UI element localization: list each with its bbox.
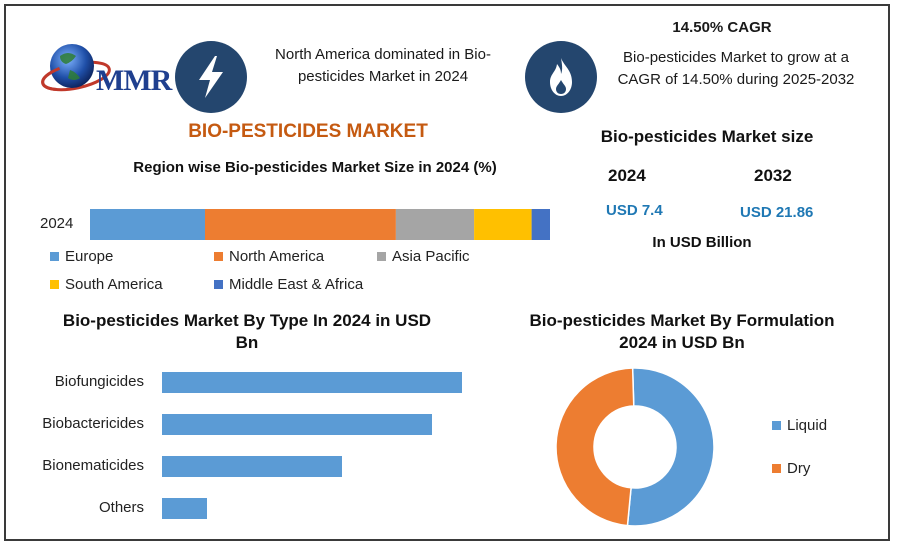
lightning-icon xyxy=(199,56,223,98)
type-chart-title: Bio-pesticides Market By Type In 2024 in… xyxy=(62,311,432,352)
infographic-frame xyxy=(4,4,890,541)
legend-swatch xyxy=(772,421,781,430)
market-size-title: Bio-pesticides Market size xyxy=(600,127,814,146)
stack-segment-asia-pacific xyxy=(395,209,475,240)
region-stacked-bar xyxy=(90,209,550,240)
flame-icon-badge xyxy=(525,41,597,113)
legend-swatch xyxy=(214,280,223,289)
type-bar-label: Others xyxy=(98,499,144,516)
market-size-year-2032: 2032 xyxy=(754,166,792,185)
mmr-logo: MMR xyxy=(36,38,172,100)
formulation-chart-title: Bio-pesticides Market By Formulation 202… xyxy=(529,311,835,352)
formulation-donut-chart xyxy=(555,367,715,527)
globe-icon xyxy=(41,44,111,92)
stack-segment-middle-east-africa xyxy=(531,209,550,240)
flame-icon xyxy=(550,58,572,96)
cagr-title: 14.50% CAGR xyxy=(672,19,772,36)
header-left-info: North America dominated in Bio-pesticide… xyxy=(275,46,491,85)
type-bar-biobactericides xyxy=(162,414,432,435)
header-right-info: Bio-pesticides Market to grow at a CAGR … xyxy=(617,49,855,88)
stack-segment-south-america xyxy=(474,209,532,240)
region-chart-title: Region wise Bio-pesticides Market Size i… xyxy=(133,159,497,176)
legend-swatch xyxy=(772,464,781,473)
legend-dry: Dry xyxy=(772,460,810,477)
region-category-label: 2024 xyxy=(40,215,74,232)
type-bar-bionematicides xyxy=(162,456,342,477)
legend-mea: Middle East & Africa xyxy=(214,276,363,293)
legend-north-america: North America xyxy=(214,248,324,265)
legend-swatch xyxy=(214,252,223,261)
type-bar-label: Biofungicides xyxy=(54,373,144,390)
market-size-value-2024: USD 7.4 xyxy=(606,202,663,219)
type-bar-label: Bionematicides xyxy=(42,457,144,474)
legend-swatch xyxy=(50,280,59,289)
stack-segment-north-america xyxy=(205,209,396,240)
logo-text: MMR xyxy=(96,64,172,97)
market-title: BIO-PESTICIDES MARKET xyxy=(188,121,428,142)
type-bar-others xyxy=(162,498,207,519)
legend-swatch xyxy=(50,252,59,261)
type-bar-biofungicides xyxy=(162,372,462,393)
legend-asia-pacific: Asia Pacific xyxy=(377,248,470,265)
legend-south-america: South America xyxy=(50,276,163,293)
type-bar-label: Biobactericides xyxy=(42,415,144,432)
market-size-unit: In USD Billion xyxy=(652,234,752,251)
lightning-icon-badge xyxy=(175,41,247,113)
market-size-year-2024: 2024 xyxy=(608,166,646,185)
legend-swatch xyxy=(377,252,386,261)
legend-liquid: Liquid xyxy=(772,417,827,434)
market-size-value-2032: USD 21.86 xyxy=(740,204,814,221)
stack-segment-europe xyxy=(90,209,205,240)
legend-europe: Europe xyxy=(50,248,113,265)
donut-slice-liquid xyxy=(626,367,715,527)
donut-slice-dry xyxy=(555,367,635,527)
